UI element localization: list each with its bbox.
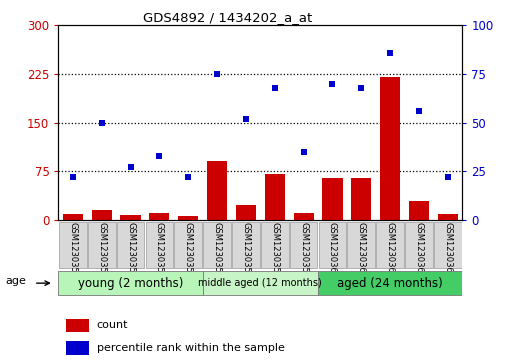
- FancyBboxPatch shape: [58, 272, 203, 295]
- Text: GSM1230351: GSM1230351: [69, 222, 77, 278]
- Point: [155, 152, 164, 158]
- FancyBboxPatch shape: [232, 222, 260, 268]
- Text: GSM1230353: GSM1230353: [126, 222, 135, 278]
- Bar: [265, 174, 285, 220]
- Bar: [149, 213, 170, 220]
- Bar: [438, 215, 458, 220]
- Point: [69, 174, 77, 180]
- Bar: [409, 201, 429, 220]
- Text: GSM1230362: GSM1230362: [386, 222, 395, 278]
- Bar: [294, 213, 314, 220]
- Bar: [380, 77, 400, 220]
- Point: [328, 81, 336, 86]
- Point: [444, 174, 452, 180]
- FancyBboxPatch shape: [434, 222, 462, 268]
- FancyBboxPatch shape: [145, 222, 173, 268]
- Point: [415, 108, 423, 114]
- Text: GSM1230363: GSM1230363: [415, 222, 424, 278]
- Text: middle aged (12 months): middle aged (12 months): [199, 278, 322, 288]
- Text: young (2 months): young (2 months): [78, 277, 183, 290]
- Bar: [67, 342, 89, 355]
- FancyBboxPatch shape: [405, 222, 433, 268]
- Text: GSM1230361: GSM1230361: [357, 222, 366, 278]
- Text: GSM1230364: GSM1230364: [443, 222, 452, 278]
- Bar: [178, 216, 198, 220]
- Text: GSM1230354: GSM1230354: [155, 222, 164, 278]
- FancyBboxPatch shape: [59, 222, 87, 268]
- Text: GSM1230358: GSM1230358: [270, 222, 279, 278]
- Point: [357, 85, 365, 90]
- Bar: [63, 215, 83, 220]
- Text: percentile rank within the sample: percentile rank within the sample: [97, 343, 284, 353]
- Point: [126, 164, 135, 170]
- FancyBboxPatch shape: [203, 272, 318, 295]
- Point: [98, 119, 106, 125]
- Bar: [323, 178, 342, 220]
- Text: aged (24 months): aged (24 months): [337, 277, 443, 290]
- Text: GSM1230352: GSM1230352: [97, 222, 106, 278]
- FancyBboxPatch shape: [347, 222, 375, 268]
- Text: count: count: [97, 321, 129, 330]
- FancyBboxPatch shape: [261, 222, 289, 268]
- Point: [271, 85, 279, 90]
- Text: GSM1230356: GSM1230356: [212, 222, 221, 278]
- FancyBboxPatch shape: [290, 222, 318, 268]
- Point: [184, 174, 193, 180]
- Bar: [67, 319, 89, 332]
- Bar: [351, 178, 371, 220]
- Bar: [207, 161, 227, 220]
- Text: age: age: [6, 276, 27, 286]
- FancyBboxPatch shape: [319, 222, 346, 268]
- Point: [213, 71, 221, 77]
- Title: GDS4892 / 1434202_a_at: GDS4892 / 1434202_a_at: [143, 11, 312, 24]
- FancyBboxPatch shape: [117, 222, 144, 268]
- Text: GSM1230357: GSM1230357: [241, 222, 250, 278]
- FancyBboxPatch shape: [174, 222, 202, 268]
- Bar: [91, 210, 112, 220]
- Bar: [236, 205, 256, 220]
- Point: [300, 149, 308, 155]
- Text: GSM1230355: GSM1230355: [184, 222, 193, 278]
- Text: GSM1230360: GSM1230360: [328, 222, 337, 278]
- Point: [242, 116, 250, 122]
- Point: [386, 50, 394, 56]
- FancyBboxPatch shape: [376, 222, 404, 268]
- Bar: [120, 215, 141, 220]
- FancyBboxPatch shape: [88, 222, 115, 268]
- FancyBboxPatch shape: [318, 272, 462, 295]
- Text: GSM1230359: GSM1230359: [299, 222, 308, 278]
- FancyBboxPatch shape: [203, 222, 231, 268]
